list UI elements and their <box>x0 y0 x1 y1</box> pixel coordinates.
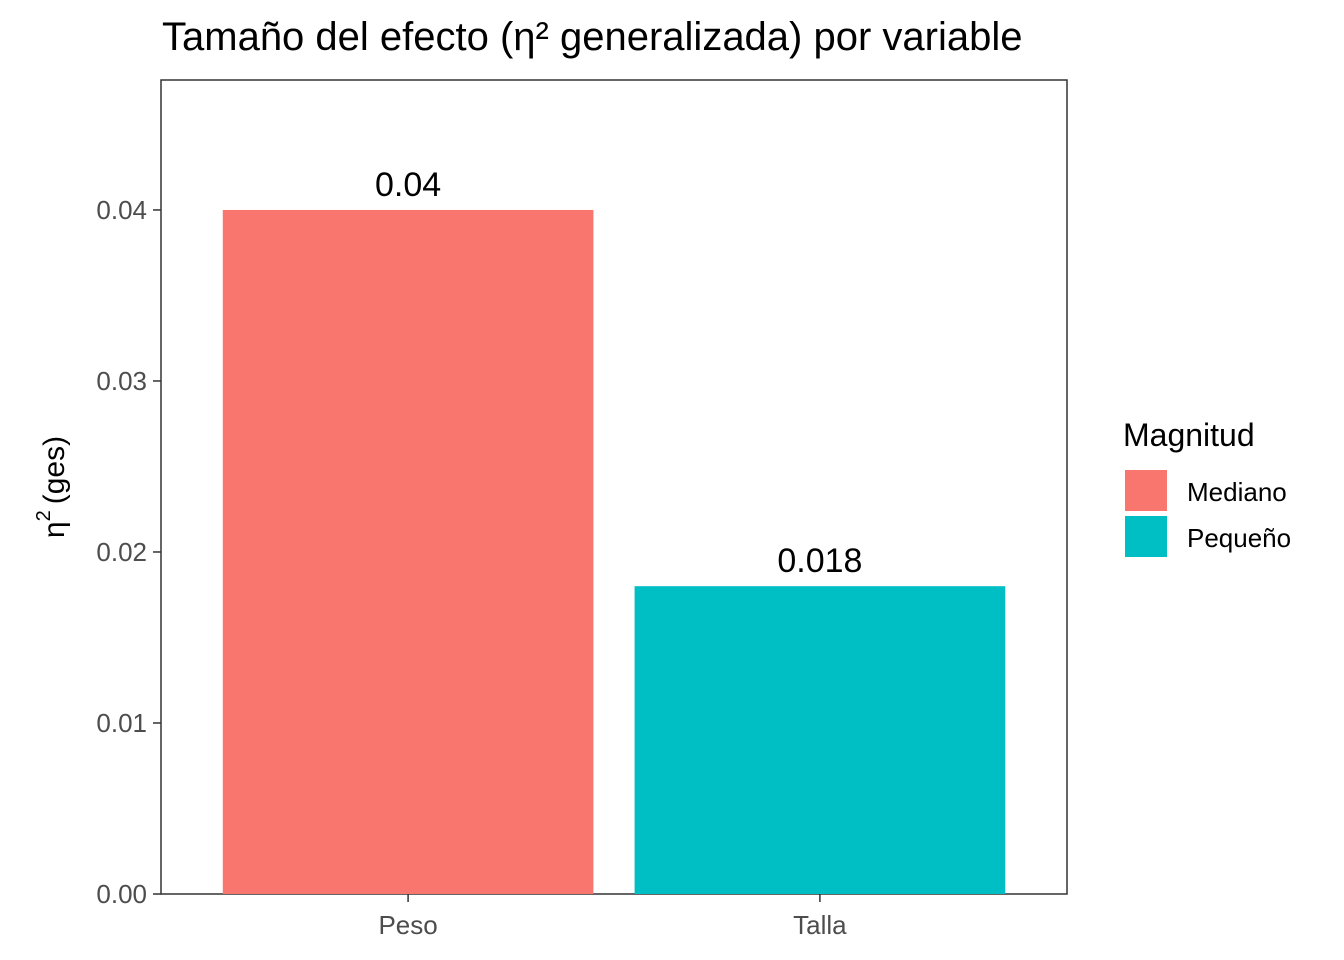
legend-title: Magnitud <box>1123 417 1255 453</box>
legend-label-pequeno: Pequeño <box>1187 523 1291 553</box>
bar-peso <box>222 209 594 895</box>
legend-key-pequeno <box>1125 516 1167 557</box>
data-labels-group: 0.04 0.018 <box>375 166 862 580</box>
y-axis-title-suffix: (ges) <box>38 436 71 504</box>
y-axis-title: η2 (ges) <box>33 436 71 538</box>
y-axis: 0.00 0.01 0.02 0.03 0.04 <box>96 195 161 909</box>
y-tick-label: 0.00 <box>96 879 147 909</box>
y-tick-label: 0.03 <box>96 366 147 396</box>
legend-key-mediano <box>1125 470 1167 511</box>
plot-area <box>160 79 1068 895</box>
y-axis-title-symbol: η <box>38 521 71 538</box>
legend-label-mediano: Mediano <box>1187 477 1287 507</box>
y-axis-title-superscript: 2 <box>33 510 55 521</box>
data-label-talla: 0.018 <box>777 542 862 580</box>
x-tick-label-peso: Peso <box>378 910 437 940</box>
plot-panel-border <box>160 79 1068 895</box>
y-tick-label: 0.02 <box>96 537 147 567</box>
x-tick-label-talla: Talla <box>793 910 847 940</box>
bars-group <box>222 209 1006 895</box>
chart-title: Tamaño del efecto (η² generalizada) por … <box>162 15 1023 59</box>
data-label-peso: 0.04 <box>375 166 441 204</box>
legend: Magnitud Mediano Pequeño <box>1123 417 1291 557</box>
y-tick-label: 0.01 <box>96 708 147 738</box>
bar-talla <box>634 586 1006 894</box>
x-axis: Peso Talla <box>378 894 847 940</box>
y-tick-label: 0.04 <box>96 195 147 225</box>
